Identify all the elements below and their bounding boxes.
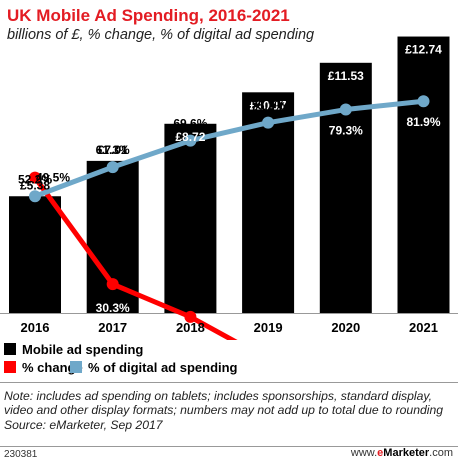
percent-change-point-2016 (29, 171, 41, 184)
brand-logo-e: e (377, 447, 384, 459)
footnote: Note: includes ad spending on tablets; i… (4, 389, 454, 432)
percent-change-label-2017: 30.3% (96, 301, 130, 315)
chart-title: UK Mobile Ad Spending, 2016-2021 (7, 6, 290, 25)
percent-change-label-2018: 24.4% (173, 334, 207, 340)
share-of-digital-label-2020: 79.3% (329, 124, 363, 138)
share-of-digital-label-2019: 75.2% (251, 99, 285, 113)
percent-change-point-2017 (106, 278, 119, 291)
legend-swatch-share-of-digital (70, 361, 82, 373)
x-tick-label-2017: 2017 (98, 320, 127, 335)
share-of-digital-label-2016: 52.2% (18, 172, 52, 186)
share-of-digital-label-2021: 81.9% (406, 115, 440, 129)
x-tick-label-2021: 2021 (409, 320, 438, 335)
bar-2020 (319, 62, 372, 314)
divider-top (0, 382, 458, 383)
share-of-digital-point-2020 (339, 103, 352, 116)
site-link[interactable]: www.eMarketer.com (351, 447, 453, 459)
chart-id: 230381 (4, 449, 38, 460)
share-of-digital-point-2016 (29, 190, 41, 203)
bar-label-2016: £5.38 (20, 178, 50, 192)
percent-change-point-2018 (184, 310, 197, 323)
site-prefix: www. (350, 447, 378, 459)
percent-change-label-2016: 49.5% (36, 171, 70, 185)
bar-label-2021: £12.74 (405, 43, 442, 57)
chart-plot: £5.38 2016 £7.01 2017 £8.72 2018 £10.17 2019 £11… (0, 36, 458, 340)
legend-label-share-of-digital: % of digital ad spending (88, 360, 238, 375)
share-of-digital-point-2021 (417, 95, 430, 108)
chart-subtitle: billions of £, % change, % of digital ad… (7, 27, 315, 43)
legend-item-mobile-ad-spending: Mobile ad spending (4, 342, 143, 358)
share-of-digital-point-2018 (184, 134, 197, 147)
divider-bottom (0, 446, 458, 447)
bar-2016 (9, 196, 61, 313)
footnote-text: Note: includes ad spending on tablets; i… (4, 389, 444, 418)
x-tick-label-2016: 2016 (21, 320, 50, 335)
legend-label-percent-change: % change (22, 360, 83, 375)
legend-item-share-of-digital: % of digital ad spending (70, 360, 238, 376)
site-suffix: .com (429, 447, 453, 459)
bar-label-2018: £8.72 (175, 130, 205, 144)
brand-logo-rest: Marketer (383, 447, 430, 459)
percent-change-line (32, 176, 238, 340)
brand-logo: eMarketer (377, 447, 429, 459)
bar-label-2017: £7.01 (98, 143, 128, 157)
share-of-digital-label-2018: 69.6% (173, 117, 207, 131)
bar-2018 (164, 123, 217, 313)
share-of-digital-label-2017: 61.3% (96, 143, 130, 157)
share-of-digital-point-2017 (106, 161, 119, 174)
bar-label-2020: £11.53 (328, 69, 364, 83)
legend-swatch-mobile-ad-spending (4, 343, 16, 355)
source-text: Source: eMarketer, Sep 2017 (4, 417, 163, 432)
share-of-digital-point-2019 (262, 116, 275, 129)
legend-swatch-percent-change (4, 361, 16, 373)
legend-label-mobile-ad-spending: Mobile ad spending (22, 342, 144, 357)
x-tick-label-2019: 2019 (254, 320, 283, 335)
share-of-digital-line (34, 98, 424, 199)
x-tick-label-2018: 2018 (176, 320, 205, 335)
legend-item-percent-change: % change (4, 360, 83, 376)
bar-2021 (397, 36, 450, 314)
x-tick-label-2020: 2020 (331, 320, 360, 335)
bar-label-2019: £10.17 (250, 98, 287, 112)
